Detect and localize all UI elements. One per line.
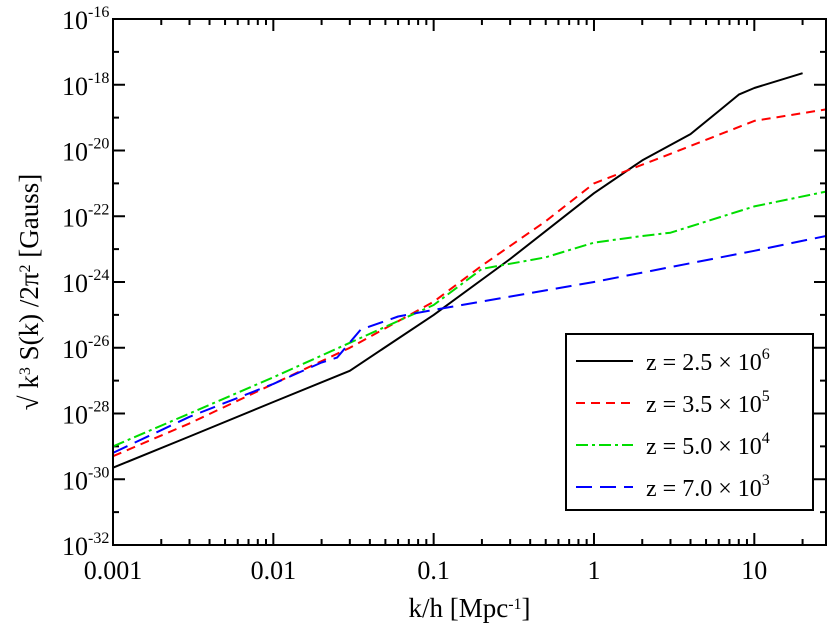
y-tick-label-exp: -32: [88, 530, 109, 547]
y-tick-label-base: 10: [62, 138, 88, 167]
x-tick-label: 0.001: [84, 556, 143, 585]
y-tick-label-exp: -28: [88, 399, 109, 416]
x-tick-label: 0.1: [417, 556, 450, 585]
y-tick-label-base: 10: [62, 203, 88, 232]
series-line-2: [112, 190, 827, 448]
y-tick-label-exp: -30: [88, 464, 109, 481]
legend-label-main: z = 3.5 × 10: [646, 392, 762, 418]
y-tick-label-base: 10: [62, 6, 88, 35]
legend-label-main: z = 2.5 × 10: [646, 350, 762, 376]
x-tick-label: 1: [587, 556, 600, 585]
y-tick-label: 10-18: [62, 70, 109, 101]
y-tick-label-base: 10: [62, 72, 88, 101]
y-axis-title: √ k3 S(k) /2π2 [Gauss]: [14, 174, 44, 410]
y-tick-label: 10-16: [62, 4, 109, 35]
legend-label-2: z = 5.0 × 104: [646, 430, 770, 460]
y-tick-label-exp: -16: [88, 4, 109, 21]
y-tick-label-base: 10: [62, 335, 88, 364]
legend-label-3: z = 7.0 × 103: [646, 472, 770, 502]
y-axis-title-part-0: √ k: [14, 375, 44, 411]
x-tick-label: 10: [741, 556, 767, 585]
legend-label-exp: 5: [762, 388, 770, 405]
series-line-0: [112, 72, 803, 469]
y-tick-label-base: 10: [62, 532, 88, 561]
y-tick-label: 10-28: [62, 399, 109, 430]
legend-label-exp: 6: [762, 346, 770, 363]
y-axis-title-part-1: 3: [17, 367, 34, 375]
y-tick-label-base: 10: [62, 466, 88, 495]
y-axis-title-part-3: 2: [17, 265, 34, 273]
plot-frame: [112, 18, 827, 546]
y-tick-label-exp: -26: [88, 333, 109, 350]
y-tick-label: 10-26: [62, 333, 109, 364]
x-axis-title-base: k/h [Mpc: [408, 593, 508, 623]
y-tick-label-base: 10: [62, 401, 88, 430]
x-axis-title-sup: -1: [508, 596, 521, 613]
y-tick-label: 10-22: [62, 201, 109, 232]
y-axis-title-part-4: [Gauss]: [14, 174, 44, 265]
series-layer: [112, 72, 827, 469]
y-tick-label: 10-20: [62, 136, 109, 167]
x-axis-title-tail: ]: [522, 593, 531, 623]
x-axis-title: k/h [Mpc-1]: [408, 593, 530, 623]
legend-label-exp: 3: [762, 472, 770, 489]
series-line-3: [112, 235, 827, 454]
y-tick-label: 10-24: [62, 267, 109, 298]
y-tick-label-exp: -22: [88, 201, 109, 218]
y-tick-label-exp: -18: [88, 70, 109, 87]
y-tick-label: 10-30: [62, 464, 109, 495]
legend-label-exp: 4: [762, 430, 770, 447]
y-axis-title-part-2: S(k) /2π: [14, 272, 44, 367]
legend-label-1: z = 3.5 × 105: [646, 388, 770, 418]
legend-label-main: z = 7.0 × 10: [646, 476, 762, 502]
axes-layer: 0.001 0.01 0.1 1 1010-3210-3010-2810-2610-24…: [62, 4, 826, 585]
x-tick-label: 0.01: [251, 556, 297, 585]
y-tick-label-exp: -20: [88, 136, 109, 153]
y-tick-label-base: 10: [62, 269, 88, 298]
y-tick-label: 10-32: [62, 530, 109, 561]
legend-label-main: z = 5.0 × 10: [646, 434, 762, 460]
series-line-1: [112, 108, 827, 458]
legend-box: [565, 333, 814, 511]
legend-label-0: z = 2.5 × 106: [646, 346, 770, 376]
y-tick-label-exp: -24: [88, 267, 109, 284]
